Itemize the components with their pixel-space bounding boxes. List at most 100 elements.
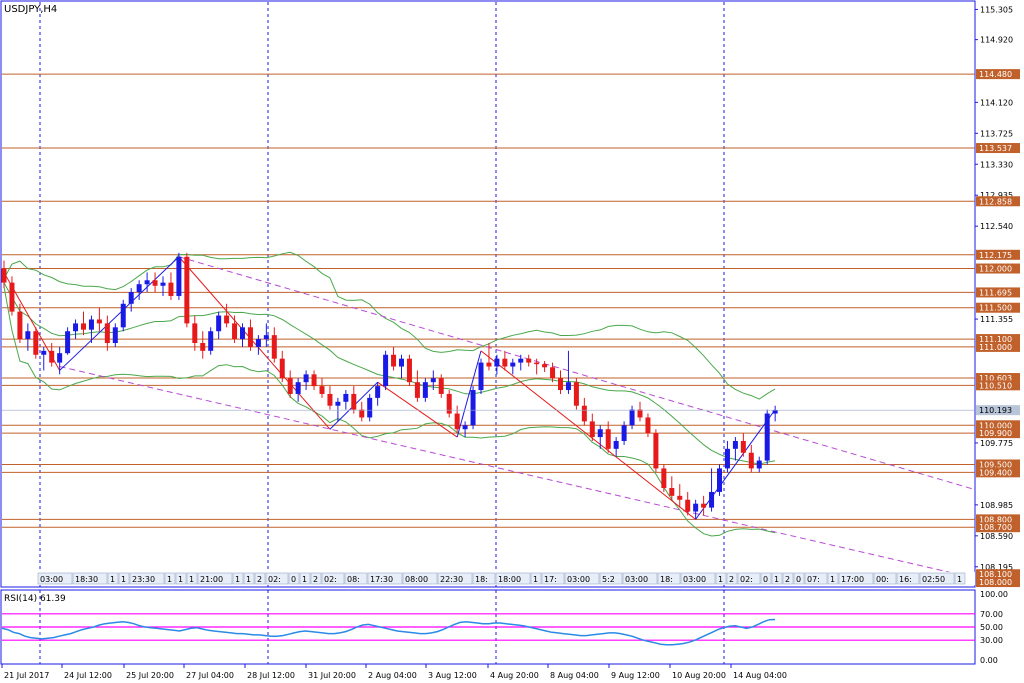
- candle-body: [383, 354, 389, 387]
- session-label: 02:: [740, 575, 753, 584]
- candle: [208, 327, 214, 355]
- candle: [128, 288, 134, 312]
- candle: [756, 456, 762, 473]
- candle: [1, 260, 7, 289]
- session-box: [622, 572, 658, 585]
- session-label: 02:: [268, 575, 281, 584]
- candle-body: [240, 327, 245, 340]
- level-price-label: 108.700: [979, 523, 1012, 532]
- candle-body: [152, 280, 158, 286]
- candle: [764, 409, 770, 465]
- candle-body: [343, 393, 349, 402]
- level-price-tag: [976, 302, 1020, 313]
- price-tick-label: 109.775: [980, 439, 1013, 448]
- level-price-tag: [976, 428, 1020, 439]
- session-box: [299, 572, 311, 585]
- session-box: [954, 572, 966, 585]
- session-label: 03:00: [567, 575, 590, 584]
- candle: [168, 272, 174, 300]
- session-label: 1: [830, 575, 835, 584]
- candle: [311, 370, 317, 391]
- session-label: 23:30: [132, 575, 155, 584]
- session-label: 16:: [899, 575, 912, 584]
- candle: [605, 421, 611, 453]
- candle: [120, 299, 126, 332]
- price-tick-label: 108.195: [980, 563, 1013, 572]
- rsi-tick-label: 0.00: [980, 656, 998, 665]
- session-box: [599, 572, 623, 585]
- session-box: [344, 572, 368, 585]
- candle: [613, 437, 619, 457]
- candle-body: [65, 331, 71, 354]
- session-box: [72, 572, 108, 585]
- session-label: 0: [291, 575, 296, 584]
- level-price-label: 114.480: [979, 70, 1012, 79]
- price-tick-label: 113.725: [980, 129, 1013, 138]
- level-price-label: 111.100: [979, 335, 1012, 344]
- time-tick-label: 9 Aug 12:00: [611, 671, 660, 680]
- level-price-tag: [976, 341, 1020, 352]
- session-label: 03:00: [683, 575, 706, 584]
- candle: [629, 405, 635, 430]
- candle-body: [247, 327, 253, 347]
- candle-body: [17, 311, 23, 340]
- price-tick-label: 115.305: [980, 5, 1013, 14]
- candle-body: [295, 382, 301, 394]
- rsi-tick-label: 30.00: [980, 636, 1003, 645]
- session-label: 22:30: [440, 575, 463, 584]
- candle-body: [724, 448, 730, 469]
- zigzag-segment: [178, 256, 331, 430]
- candle: [470, 386, 476, 430]
- candle: [391, 346, 397, 371]
- price-tick-label: 111.355: [980, 315, 1013, 324]
- level-price-label: 113.537: [979, 144, 1012, 153]
- candle: [772, 405, 778, 422]
- candle-body: [25, 331, 31, 340]
- candle: [677, 484, 683, 508]
- candle-body: [709, 491, 715, 508]
- candle-body: [669, 488, 675, 496]
- candle-body: [406, 358, 412, 383]
- candle: [383, 350, 389, 391]
- candle: [375, 382, 381, 406]
- session-box: [37, 572, 73, 585]
- session-box: [310, 572, 322, 585]
- candle-body: [128, 292, 134, 304]
- candle: [542, 361, 548, 372]
- candle-body: [740, 440, 746, 453]
- session-box: [321, 572, 345, 585]
- session-label: 1: [957, 575, 962, 584]
- candle-body: [88, 319, 94, 330]
- session-box: [107, 572, 119, 585]
- candle: [25, 323, 31, 351]
- zigzag-segment: [377, 381, 458, 438]
- session-label: 21:00: [200, 575, 223, 584]
- candle: [518, 354, 524, 371]
- vertical-grid: [39, 2, 725, 664]
- bollinger-upper: [3, 251, 776, 400]
- candle-body: [581, 405, 587, 422]
- time-tick-label: 2 Aug 04:00: [368, 671, 417, 680]
- candle: [295, 378, 301, 402]
- session-box: [495, 572, 531, 585]
- candle-body: [319, 386, 325, 394]
- candle: [247, 319, 253, 351]
- candle-body: [478, 362, 484, 391]
- session-box: [782, 572, 794, 585]
- candle: [327, 386, 333, 410]
- session-label: 2: [313, 575, 318, 584]
- session-label: 17:00: [841, 575, 864, 584]
- candle-body: [176, 256, 182, 296]
- candle-body: [510, 362, 516, 367]
- price-tick-label: 114.920: [980, 36, 1013, 45]
- candle: [335, 397, 341, 422]
- session-label: 00:: [876, 575, 889, 584]
- time-tick-label: 25 Jul 20:00: [126, 671, 174, 680]
- time-tick-label: 10 Aug 20:00: [672, 671, 726, 680]
- candle: [303, 370, 309, 391]
- level-price-label: 108.000: [979, 578, 1012, 587]
- candle-body: [550, 367, 556, 379]
- candle: [685, 491, 691, 516]
- session-label: 08:00: [405, 575, 428, 584]
